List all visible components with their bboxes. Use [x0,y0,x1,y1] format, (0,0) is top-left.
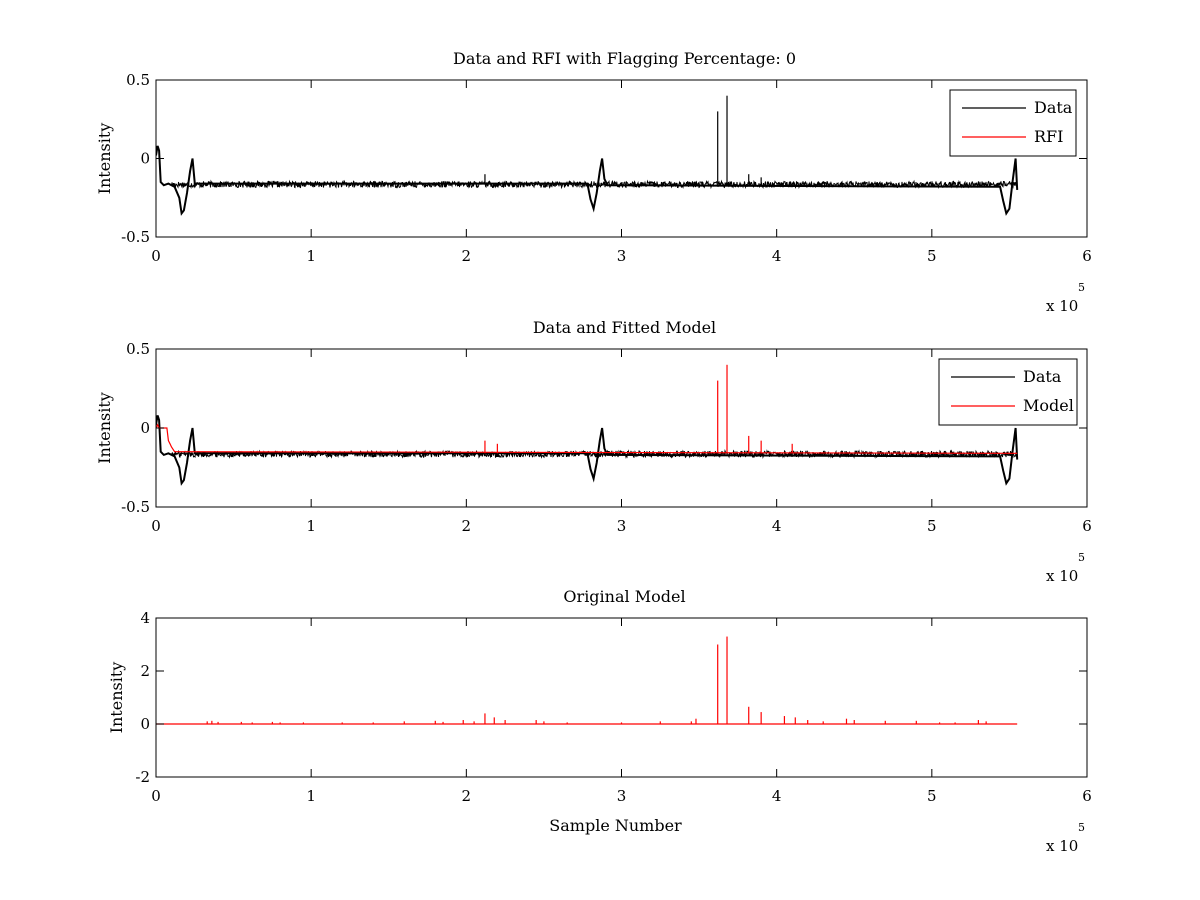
y-axis-label: Intensity [95,123,114,195]
x-tick-label: 3 [617,247,627,265]
x-tick-label: 4 [772,517,782,535]
legend-label: Data [1023,367,1062,386]
chart-title: Original Model [563,587,685,606]
y-tick-label: 0 [140,419,150,437]
x-tick-label: 2 [462,517,472,535]
legend-label: RFI [1034,127,1063,146]
x-tick-label: 5 [927,517,937,535]
legend-label: Data [1034,98,1073,117]
y-tick-label: 0.5 [126,71,150,89]
y-axis-label: Intensity [107,662,126,734]
x-tick-label: 1 [306,247,316,265]
x-multiplier-base: x 10 [1046,567,1078,585]
x-tick-label: 3 [617,517,627,535]
axes-frame [155,617,1088,778]
y-tick-label: -2 [135,768,150,786]
x-tick-label: 4 [772,247,782,265]
chart-title: Data and Fitted Model [533,318,716,337]
legend: Data Model [938,358,1078,426]
axes-frame [155,79,1088,238]
x-multiplier-base: x 10 [1046,837,1078,855]
x-tick-label: 1 [306,517,316,535]
y-axis-label: Intensity [95,392,114,464]
x-tick-label: 6 [1082,787,1092,805]
x-multiplier-exponent: 5 [1078,281,1085,294]
x-tick-label: 0 [151,517,161,535]
series-data-line [156,145,1019,216]
x-multiplier-base: x 10 [1046,297,1078,315]
legend: Data RFI [949,89,1077,157]
x-tick-label: 5 [927,787,937,805]
x-tick-label: 1 [306,787,316,805]
legend-label: Model [1023,396,1074,415]
series-model-line [156,423,1018,454]
x-axis-label: Sample Number [549,816,682,835]
x-tick-label: 3 [617,787,627,805]
x-tick-label: 6 [1082,517,1092,535]
y-tick-label: 4 [140,609,150,627]
y-tick-label: -0.5 [121,228,150,246]
x-tick-label: 2 [462,247,472,265]
y-tick-label: 2 [140,662,150,680]
legend-box [938,358,1078,426]
y-tick-label: 0 [140,150,150,168]
x-tick-label: 5 [927,247,937,265]
x-tick-label: 4 [772,787,782,805]
x-multiplier-exponent: 5 [1078,551,1085,564]
chart-title: Data and RFI with Flagging Percentage: 0 [453,49,796,68]
plot-area [156,636,1018,725]
y-tick-label: 0 [140,715,150,733]
legend-box [949,89,1077,157]
plot-area [156,95,1019,216]
x-tick-label: 0 [151,787,161,805]
plot-area [156,364,1019,486]
x-tick-label: 0 [151,247,161,265]
y-tick-label: 0.5 [126,340,150,358]
series-data-line [156,415,1019,486]
x-multiplier-exponent: 5 [1078,821,1085,834]
x-tick-label: 2 [462,787,472,805]
y-tick-label: -0.5 [121,498,150,516]
x-tick-label: 6 [1082,247,1092,265]
